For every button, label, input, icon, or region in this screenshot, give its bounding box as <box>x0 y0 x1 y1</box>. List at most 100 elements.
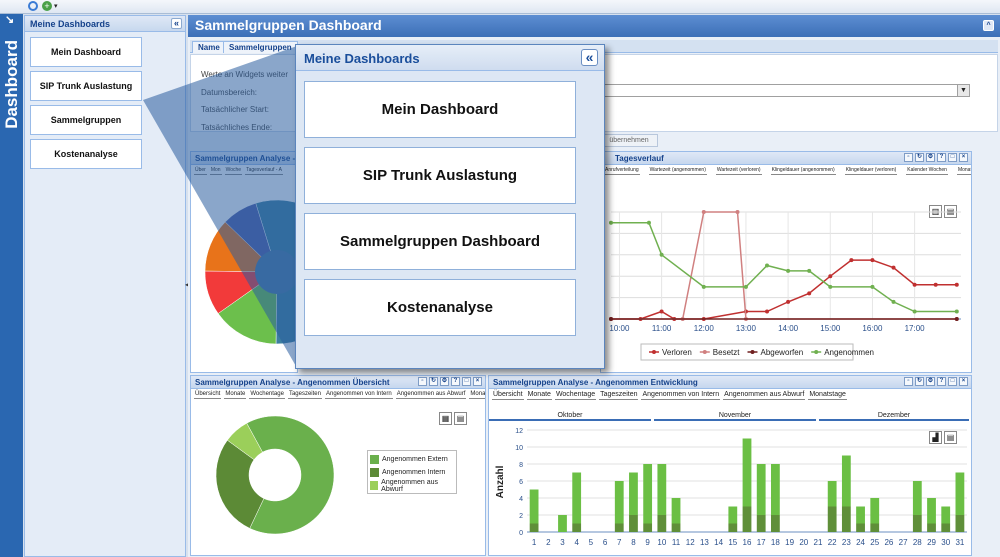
x-tick-label: 15 <box>728 538 737 547</box>
close-icon[interactable]: × <box>959 377 968 386</box>
data-point <box>765 263 770 268</box>
subtab[interactable]: Angenommen von Intern <box>324 391 393 399</box>
legend-marker <box>702 350 707 354</box>
data-point <box>807 291 812 296</box>
subtab[interactable]: Tagesverlauf - A <box>245 167 283 175</box>
popup-item-sip-trunk[interactable]: SIP Trunk Auslastung <box>304 147 576 204</box>
subtab[interactable]: Wochentage <box>554 391 597 400</box>
table-view-icon[interactable]: ▤ <box>454 412 467 425</box>
subtab[interactable]: Übersicht <box>492 391 524 400</box>
sidebar-item-mein-dashboard[interactable]: Mein Dashboard <box>30 37 142 67</box>
subtab[interactable]: Mon <box>209 167 222 175</box>
panel-quota-header: Sammelgruppen Analyse - Qu <box>191 152 297 165</box>
data-point <box>954 317 959 321</box>
x-tick-label: 21 <box>814 538 823 547</box>
panel-tagesverlauf-header: Tagesverlauf ▫ ↻ ⚙? □ × <box>601 152 971 165</box>
x-tick-label: 25 <box>870 538 879 547</box>
refresh-icon[interactable] <box>28 1 38 11</box>
subtab[interactable]: Angenommen aus Abwurf <box>395 391 467 399</box>
subtab[interactable]: Über <box>194 167 207 175</box>
help-icon[interactable]: ? <box>937 153 946 162</box>
collapse-icon[interactable]: « <box>581 49 598 66</box>
subtab[interactable]: Monatstage <box>956 167 971 175</box>
panel-tools: ▫ ↻ ⚙? □ × <box>904 153 968 162</box>
subtab[interactable]: Angenommen von Intern <box>641 391 721 400</box>
sidebar-item-sip-trunk[interactable]: SIP Trunk Auslastung <box>30 71 142 101</box>
subtab[interactable]: Monatstage <box>808 391 847 400</box>
maximize-icon[interactable]: □ <box>948 153 957 162</box>
x-tick-label: 5 <box>589 538 594 547</box>
date-range-select[interactable]: ▼ <box>600 84 970 97</box>
tab-name[interactable]: Name <box>192 41 226 53</box>
settings-icon[interactable]: ⚙ <box>926 153 935 162</box>
bar <box>572 523 582 532</box>
copy-icon[interactable]: ▫ <box>418 377 427 386</box>
chart-view-icon[interactable]: ▦ <box>439 412 452 425</box>
dashboard-vertical-tab[interactable]: ↘ Dashboard <box>0 14 23 557</box>
refresh-icon[interactable]: ↻ <box>915 153 924 162</box>
legend-label: Angenommen aus Abwurf <box>381 478 438 493</box>
tab-sammelgruppen[interactable]: Sammelgruppen <box>223 41 298 53</box>
subtab[interactable]: Wochentage <box>249 391 285 399</box>
subtab[interactable]: Tageszeiten <box>599 391 639 400</box>
panel-uebersicht: Sammelgruppen Analyse - Angenommen Übers… <box>190 375 486 556</box>
legend-swatch <box>370 455 379 464</box>
x-tick-label: 2 <box>546 538 551 547</box>
maximize-icon[interactable]: □ <box>948 377 957 386</box>
copy-icon[interactable]: ▫ <box>904 153 913 162</box>
pass-values-checkbox-label[interactable]: Werte an Widgets weiter <box>201 70 288 79</box>
subtab[interactable]: Woche <box>224 167 243 175</box>
subtab[interactable]: Tageszeiten <box>287 391 322 399</box>
add-icon[interactable]: + <box>42 1 52 11</box>
chevron-down-icon[interactable]: ▼ <box>957 85 969 96</box>
subtab[interactable]: Klingeldauer (angenommen) <box>770 167 836 175</box>
collapse-up-icon[interactable]: ^ <box>983 20 994 31</box>
panel-uebersicht-tabs: Übersicht Monate Wochentage Tageszeiten … <box>191 389 485 401</box>
x-tick-label: 15:00 <box>820 324 841 333</box>
subtab[interactable]: Übersicht <box>194 391 222 399</box>
settings-icon[interactable]: ⚙ <box>926 377 935 386</box>
popup-item-mein-dashboard[interactable]: Mein Dashboard <box>304 81 576 138</box>
bar <box>742 506 752 532</box>
help-icon[interactable]: ? <box>451 377 460 386</box>
bar <box>742 438 752 507</box>
data-point <box>807 268 812 273</box>
subtab[interactable]: Monatstage <box>469 391 485 399</box>
close-icon[interactable]: × <box>473 377 482 386</box>
subtab[interactable]: Kalender Wochen <box>906 167 948 175</box>
collapse-icon[interactable]: « <box>171 18 182 29</box>
expand-icon[interactable]: ↘ <box>5 14 15 26</box>
refresh-icon[interactable]: ↻ <box>429 377 438 386</box>
subtab[interactable]: Monate <box>526 391 552 400</box>
close-icon[interactable]: × <box>959 153 968 162</box>
subtab[interactable]: Klingeldauer (verloren) <box>844 167 898 175</box>
subtab[interactable]: Wartezeit (angenommen) <box>648 167 707 175</box>
x-tick-label: 17:00 <box>905 324 926 333</box>
bar <box>728 523 738 532</box>
subtab[interactable]: Monate <box>224 391 247 399</box>
copy-icon[interactable]: ▫ <box>904 377 913 386</box>
apply-button[interactable]: übernehmen <box>600 134 658 147</box>
chart-view-icon[interactable]: ▟ <box>929 431 942 444</box>
subtab[interactable]: Anrufverteilung <box>604 167 640 175</box>
table-view-icon[interactable]: ▤ <box>944 431 957 444</box>
settings-icon[interactable]: ⚙ <box>440 377 449 386</box>
bar <box>955 515 965 532</box>
panel-quota-tabs: Über Mon Woche Tagesverlauf - A <box>191 165 297 177</box>
bar <box>827 481 837 507</box>
bar <box>614 523 624 532</box>
popup-item-kostenanalyse[interactable]: Kostenanalyse <box>304 279 576 336</box>
popup-item-sammelgruppen[interactable]: Sammelgruppen Dashboard <box>304 213 576 270</box>
sidebar-item-kostenanalyse[interactable]: Kostenanalyse <box>30 139 142 169</box>
sidebar-item-sammelgruppen[interactable]: Sammelgruppen Dashboard <box>30 105 142 153</box>
maximize-icon[interactable]: □ <box>462 377 471 386</box>
legend-item: Angenommen Extern <box>370 453 454 466</box>
help-icon[interactable]: ? <box>937 377 946 386</box>
data-point <box>891 265 896 270</box>
dropdown-arrow-icon[interactable]: ▾ <box>54 3 58 10</box>
subtab[interactable]: Wartezeit (verloren) <box>715 167 762 175</box>
subtab[interactable]: Angenommen aus Abwurf <box>723 391 806 400</box>
refresh-icon[interactable]: ↻ <box>915 377 924 386</box>
page-title-bar: Sammelgruppen Dashboard ^ <box>188 15 1000 37</box>
sidebar: Meine Dashboards « Mein Dashboard SIP Tr… <box>24 15 186 557</box>
